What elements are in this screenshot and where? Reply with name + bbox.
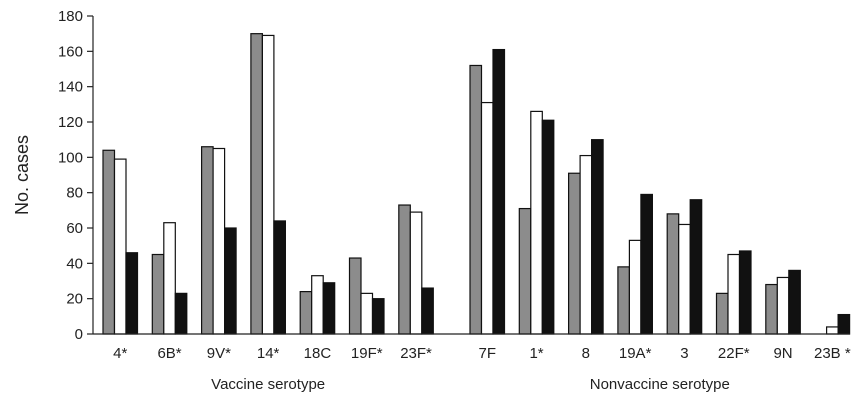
y-tick-label: 160 bbox=[58, 43, 83, 60]
y-tick-label: 180 bbox=[58, 8, 83, 25]
bars bbox=[102, 33, 851, 335]
bar-series-3 bbox=[541, 119, 555, 335]
x-tick-label: 6B* bbox=[157, 345, 181, 362]
x-tick-label: 23B * bbox=[814, 345, 851, 362]
y-tick-label: 20 bbox=[66, 291, 83, 308]
bar-series-2 bbox=[261, 34, 275, 335]
bar-series-2 bbox=[311, 275, 324, 335]
y-tick-label: 140 bbox=[58, 79, 83, 96]
bar-series-3 bbox=[788, 269, 801, 335]
bar-series-2 bbox=[163, 222, 176, 335]
x-tick-label: 14* bbox=[257, 345, 280, 362]
bar-series-1 bbox=[469, 64, 483, 335]
bar-series-1 bbox=[398, 204, 411, 335]
bar-series-1 bbox=[151, 253, 165, 335]
bar-series-1 bbox=[666, 213, 680, 335]
bar-series-2 bbox=[628, 239, 642, 335]
x-axis: 4* 6B* 9V* 14* 18C 19F* 23F* 7F 1* 8 19A* 3 22F* 9N 23… bbox=[93, 333, 851, 362]
bar-series-2 bbox=[825, 326, 839, 335]
y-tick-label: 80 bbox=[66, 185, 83, 202]
bar-series-1 bbox=[518, 207, 532, 335]
bar-series-3 bbox=[174, 292, 188, 335]
bar-series-3 bbox=[837, 313, 851, 335]
bar-series-1 bbox=[715, 292, 729, 335]
bar-series-2 bbox=[530, 110, 543, 335]
x-tick-label: 9V* bbox=[207, 345, 231, 362]
bar-series-1 bbox=[299, 291, 313, 335]
bar-series-2 bbox=[360, 292, 374, 335]
x-tick-label: 23F* bbox=[400, 345, 432, 362]
y-tick-label: 40 bbox=[66, 255, 83, 272]
bar-series-2 bbox=[409, 211, 423, 335]
y-tick-label: 60 bbox=[66, 220, 83, 237]
bar-series-2 bbox=[212, 147, 226, 335]
bar-series-3 bbox=[273, 220, 286, 335]
x-tick-label: 18C bbox=[304, 345, 332, 362]
y-tick-label: 0 bbox=[75, 326, 83, 343]
bar-series-2 bbox=[776, 276, 790, 335]
bar-series-2 bbox=[480, 101, 494, 335]
x-tick-label: 9N bbox=[773, 345, 792, 362]
x-tick-label: 1* bbox=[529, 345, 543, 362]
y-axis-title: No. cases bbox=[12, 135, 32, 215]
x-tick-label: 7F bbox=[478, 345, 496, 362]
x-tick-label: 4* bbox=[113, 345, 127, 362]
bar-series-1 bbox=[102, 149, 116, 335]
group-label: Vaccine serotype bbox=[211, 376, 325, 393]
bar-series-2 bbox=[678, 223, 691, 335]
bar-series-1 bbox=[201, 146, 214, 335]
bar-series-3 bbox=[689, 199, 703, 335]
bar-series-3 bbox=[421, 287, 434, 335]
bar-series-3 bbox=[322, 282, 336, 335]
bar-series-3 bbox=[738, 250, 752, 335]
bar-series-1 bbox=[765, 283, 778, 335]
x-tick-label: 19F* bbox=[351, 345, 383, 362]
bar-series-3 bbox=[590, 139, 604, 335]
x-tick-label: 19A* bbox=[619, 345, 652, 362]
bar-series-1 bbox=[250, 33, 263, 335]
bar-series-2 bbox=[579, 154, 593, 335]
bar-series-3 bbox=[371, 298, 385, 335]
bar-series-3 bbox=[492, 48, 506, 335]
bar-series-3 bbox=[640, 193, 654, 335]
y-tick-label: 100 bbox=[58, 149, 83, 166]
bar-series-2 bbox=[113, 158, 127, 335]
x-tick-label: 22F* bbox=[718, 345, 750, 362]
bar-series-1 bbox=[617, 266, 631, 335]
bar-series-3 bbox=[125, 252, 139, 335]
y-tick-label: 120 bbox=[58, 114, 83, 131]
x-tick-label: 8 bbox=[582, 345, 590, 362]
y-axis: 0 20 40 60 80 100 120 140 160 180 bbox=[58, 8, 94, 343]
bar-series-1 bbox=[348, 257, 362, 335]
bar-series-2 bbox=[727, 253, 741, 335]
bar-series-3 bbox=[224, 227, 237, 335]
group-labels: Vaccine serotype Nonvaccine serotype bbox=[211, 376, 730, 393]
bar-series-1 bbox=[567, 172, 581, 335]
x-tick-label: 3 bbox=[680, 345, 688, 362]
group-label: Nonvaccine serotype bbox=[590, 376, 730, 393]
